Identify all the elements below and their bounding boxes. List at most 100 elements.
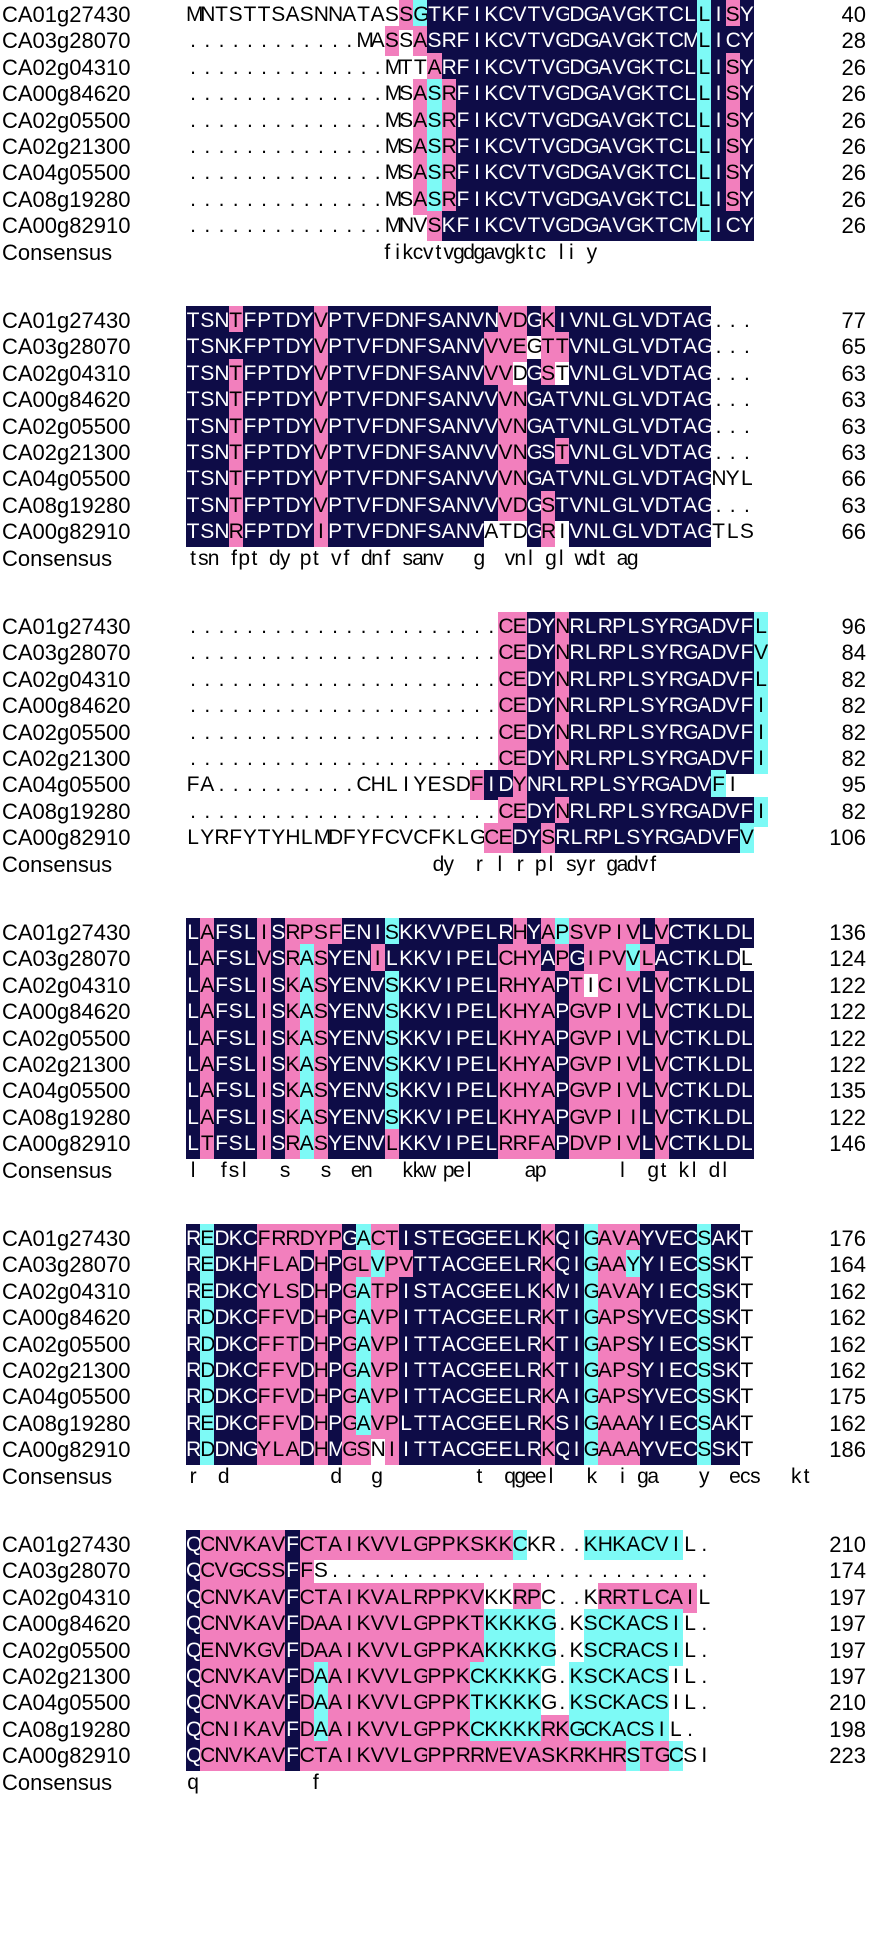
residue-cell: . [261, 214, 268, 238]
residue-cell: N [711, 467, 727, 491]
consensus-cell: e [524, 1464, 537, 1488]
residue-cell: A [200, 1050, 215, 1080]
residue-cell: L [739, 1076, 754, 1107]
residue-cell: I [342, 1662, 357, 1692]
residue-cell: E [668, 1382, 683, 1413]
residue-cell: E [498, 1382, 513, 1413]
residue-cell: L [640, 1102, 655, 1133]
residue-cell: . [332, 82, 339, 106]
residue-cell: L [711, 1102, 726, 1133]
residue-cell: L [484, 1129, 499, 1160]
residue-cell: K [526, 1609, 541, 1640]
sequence-name: CA02g04310 [2, 1584, 131, 1610]
sequence-name: CA04g05500 [2, 160, 131, 186]
residue-cell: P [455, 970, 470, 1001]
residue-cell: I [654, 1329, 669, 1360]
consensus-cell: y [586, 240, 598, 264]
residue-cell: V [512, 158, 527, 189]
residue-cell: G [455, 1224, 472, 1254]
residue-cell: F [257, 1250, 272, 1281]
residue-cell: I [612, 1050, 627, 1080]
residue-cell: D [711, 638, 727, 669]
residue-cell: . [232, 108, 239, 132]
residue-cell: . [303, 161, 310, 185]
residue-cell: K [612, 1662, 627, 1692]
residue-cell: F [285, 1662, 300, 1692]
residue-cell: Y [526, 1102, 541, 1133]
sequence-name: CA02g04310 [2, 360, 131, 386]
residue-cell: A [413, 105, 428, 136]
residue-cell: T [526, 0, 541, 30]
residue-cell: V [271, 1582, 286, 1613]
residue-cell: . [360, 55, 367, 79]
residue-cell: L [697, 132, 712, 162]
residue-cell: K [413, 970, 428, 1001]
residue-cell: K [725, 1224, 740, 1254]
residue-cell: A [299, 1076, 314, 1107]
residue-cell: K [541, 1435, 556, 1466]
residue-cell: L [242, 944, 257, 975]
residue-cell: S [413, 1276, 428, 1307]
residue-cell: I [257, 1023, 272, 1054]
consensus-cell: r [516, 852, 524, 876]
residue-cell: Y [299, 490, 314, 521]
residue-cell: . [303, 694, 310, 718]
residue-cell: V [370, 970, 385, 1001]
residue-cell: R [186, 1224, 201, 1254]
residue-cell: A [597, 1329, 612, 1360]
residue-cell: T [555, 1356, 570, 1386]
residue-cell: . [388, 641, 395, 665]
alignment-row: CA01g27430 T S N T F P T D Y V P T V F D N F S A N V N V D G K I V N L… [0, 306, 886, 336]
residue-cell: D [285, 332, 301, 363]
consensus-cell: g [473, 546, 486, 570]
residue-cell: S [569, 918, 584, 948]
residue-cell: . [332, 108, 339, 132]
residue-cell: . [346, 187, 353, 211]
residue-cell: N [399, 438, 414, 468]
consensus-cell: n [514, 546, 527, 570]
residue-cell: A [683, 438, 698, 468]
residue-cell: . [559, 1638, 566, 1662]
residue-cell: . [715, 441, 722, 464]
residue-cell: G [257, 1635, 273, 1666]
position-number: 122 [829, 1025, 866, 1051]
residue-cell: L [386, 773, 398, 797]
residue-cell: Y [654, 691, 669, 722]
residue-cell: P [597, 1129, 612, 1160]
residue-cell: N [455, 464, 471, 495]
residue-cell: K [413, 1076, 428, 1107]
residue-cell: G [569, 1076, 586, 1107]
residue-cell: A [541, 1050, 556, 1080]
residue-cell: L [640, 970, 655, 1001]
residue-cell: K [640, 184, 655, 215]
consensus-cell: t [803, 1464, 810, 1488]
residue-cell: A [356, 1382, 371, 1413]
residue-cell: I [399, 1435, 414, 1466]
consensus-cell: g [545, 546, 557, 570]
residue-cell: D [299, 1329, 315, 1360]
residue-cell: E [470, 1102, 485, 1133]
residue-cell: P [455, 1076, 470, 1107]
residue-cell: . [374, 82, 381, 106]
residue-cell: L [754, 612, 769, 642]
residue-cell: D [200, 1382, 215, 1413]
residue-cell: I [403, 773, 410, 797]
residue-cell: T [342, 358, 357, 389]
residue-cell: N [370, 1438, 386, 1462]
residue-cell: A [541, 1076, 556, 1107]
residue-cell: A [441, 1276, 456, 1307]
residue-cell: A [597, 1250, 612, 1281]
residue-cell: G [342, 1329, 359, 1360]
residue-cell: A [285, 3, 300, 26]
residue-cell: V [612, 211, 627, 242]
residue-cell: . [232, 187, 239, 211]
residue-cell: L [739, 1050, 754, 1080]
residue-cell: . [360, 747, 367, 770]
residue-cell: S [427, 184, 442, 215]
residue-cell: Y [541, 717, 556, 748]
residue-cell: D [285, 464, 301, 495]
residue-cell: D [285, 385, 301, 416]
residue-cell: . [218, 55, 225, 79]
residue-cell: G [697, 306, 714, 336]
residue-cell: P [384, 1303, 399, 1334]
